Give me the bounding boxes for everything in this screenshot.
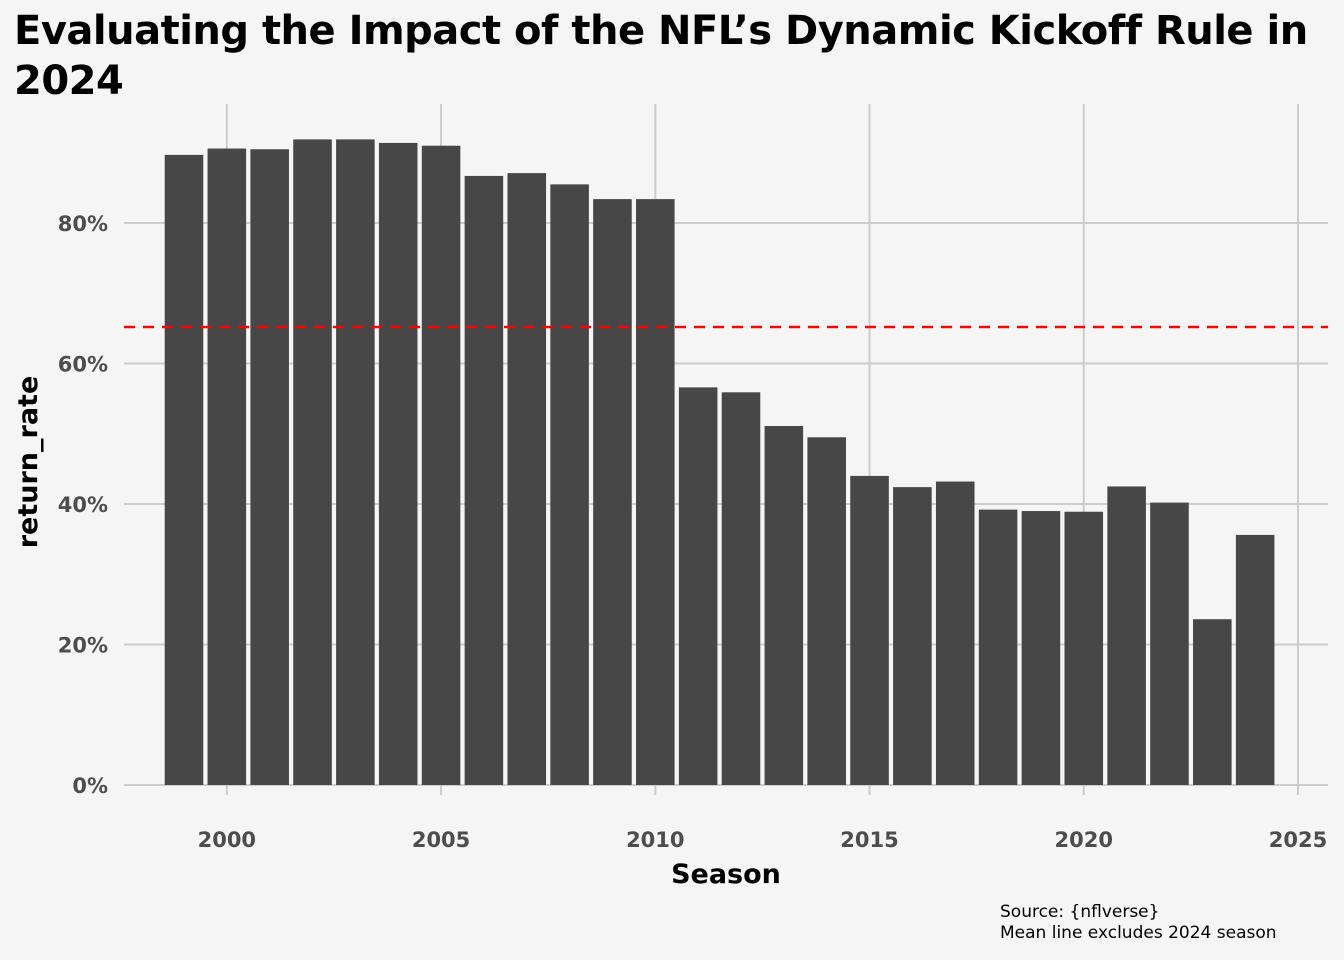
x-axis-ticks: 2000 2005 2010 2015 2020 2025: [198, 828, 1328, 852]
bar-2011: [678, 387, 718, 785]
bar-2004: [378, 142, 418, 786]
y-axis-ticks: 0% 20% 40% 60% 80%: [58, 212, 108, 798]
bar-2020: [1064, 511, 1104, 785]
x-axis-title: Season: [671, 859, 781, 890]
x-tick-label: 2020: [1055, 828, 1113, 852]
bar-1999: [164, 154, 204, 786]
bar-2018: [978, 509, 1018, 785]
bar-2008: [550, 184, 589, 786]
bar-2001: [250, 149, 289, 786]
y-tick-label: 80%: [58, 212, 108, 236]
x-tick-label: 2015: [840, 828, 898, 852]
bar-2023: [1193, 619, 1232, 785]
bar-2014: [807, 437, 846, 785]
bar-2003: [336, 139, 375, 786]
bar-2022: [1150, 502, 1189, 785]
bar-2017: [935, 481, 975, 785]
bar-2006: [464, 175, 504, 785]
caption-source: Source: {nflverse}: [1000, 902, 1160, 922]
y-axis-title: return_rate: [13, 376, 44, 549]
caption-note: Mean line excludes 2024 season: [1000, 923, 1277, 943]
y-tick-label: 60%: [58, 353, 108, 377]
chart-caption: Source: {nflverse} Mean line excludes 20…: [1000, 902, 1277, 944]
bars: [164, 139, 1275, 786]
y-tick-label: 40%: [58, 493, 108, 517]
x-tick-label: 2000: [198, 828, 256, 852]
bar-2005: [421, 145, 461, 786]
y-tick-label: 0%: [72, 774, 108, 798]
bar-2000: [207, 148, 247, 785]
bar-2016: [893, 487, 932, 785]
bar-2002: [293, 139, 332, 786]
bar-2013: [764, 426, 804, 785]
bar-2010: [636, 199, 675, 786]
y-tick-label: 20%: [58, 634, 108, 658]
bar-2012: [721, 392, 761, 785]
x-tick-label: 2010: [626, 828, 684, 852]
bar-2007: [507, 173, 547, 785]
x-tick-label: 2025: [1269, 828, 1327, 852]
bar-2015: [850, 475, 889, 785]
chart-title: Evaluating the Impact of the NFL’s Dynam…: [14, 8, 1308, 104]
bar-2019: [1021, 511, 1061, 785]
bar-2021: [1107, 486, 1146, 785]
bar-2009: [593, 199, 632, 786]
bar-2024: [1235, 534, 1275, 785]
x-tick-label: 2005: [412, 828, 470, 852]
